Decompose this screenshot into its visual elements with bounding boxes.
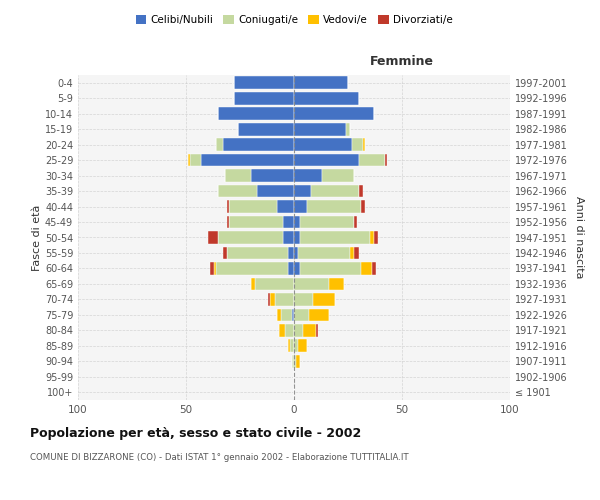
Bar (294, 169, 322, 182)
Bar (279, 324, 286, 336)
Bar (329, 278, 344, 290)
Bar (385, 154, 387, 166)
Y-axis label: Anni di nascita: Anni di nascita (574, 196, 584, 279)
Bar (352, 138, 363, 151)
Bar (361, 262, 372, 275)
Bar (346, 123, 350, 136)
Bar (283, 216, 294, 228)
Bar (290, 340, 294, 352)
Bar (350, 246, 355, 260)
Bar (294, 200, 307, 213)
Bar (229, 200, 277, 213)
Bar (223, 138, 294, 151)
Bar (294, 340, 298, 352)
Bar (301, 231, 370, 244)
Bar (257, 184, 294, 198)
Bar (294, 231, 301, 244)
Bar (372, 262, 376, 275)
Bar (287, 246, 294, 260)
Bar (370, 231, 374, 244)
Bar (294, 246, 298, 260)
Bar (255, 278, 294, 290)
Bar (298, 246, 350, 260)
Bar (298, 340, 307, 352)
Bar (294, 278, 329, 290)
Bar (301, 262, 361, 275)
Bar (201, 154, 294, 166)
Bar (281, 308, 292, 321)
Bar (316, 324, 318, 336)
Text: COMUNE DI BIZZARONE (CO) - Dati ISTAT 1° gennaio 2002 - Elaborazione TUTTITALIA.: COMUNE DI BIZZARONE (CO) - Dati ISTAT 1°… (30, 452, 409, 462)
Bar (233, 76, 294, 89)
Bar (292, 308, 294, 321)
Bar (374, 231, 378, 244)
Bar (296, 355, 301, 368)
Bar (294, 123, 346, 136)
Bar (355, 246, 359, 260)
Bar (294, 76, 348, 89)
Bar (208, 231, 218, 244)
Bar (188, 154, 190, 166)
Bar (225, 169, 251, 182)
Bar (313, 293, 335, 306)
Bar (233, 92, 294, 104)
Bar (302, 324, 316, 336)
Bar (292, 355, 294, 368)
Bar (311, 184, 359, 198)
Y-axis label: Fasce di età: Fasce di età (32, 204, 42, 270)
Bar (210, 262, 214, 275)
Bar (283, 231, 294, 244)
Bar (216, 262, 287, 275)
Legend: Celibi/Nubili, Coniugati/e, Vedovi/e, Divorziati/e: Celibi/Nubili, Coniugati/e, Vedovi/e, Di… (136, 15, 452, 25)
Bar (218, 184, 257, 198)
Bar (218, 231, 283, 244)
Bar (294, 216, 301, 228)
Bar (277, 200, 294, 213)
Bar (294, 293, 313, 306)
Bar (294, 108, 374, 120)
Bar (307, 200, 361, 213)
Bar (287, 262, 294, 275)
Bar (355, 216, 356, 228)
Bar (214, 262, 216, 275)
Bar (294, 92, 359, 104)
Bar (294, 324, 302, 336)
Bar (309, 308, 329, 321)
Bar (229, 216, 283, 228)
Bar (190, 154, 201, 166)
Bar (301, 216, 355, 228)
Bar (294, 308, 309, 321)
Bar (227, 216, 229, 228)
Bar (251, 169, 294, 182)
Bar (268, 293, 270, 306)
Bar (227, 246, 287, 260)
Bar (361, 200, 365, 213)
Bar (287, 340, 290, 352)
Bar (277, 308, 281, 321)
Bar (294, 262, 301, 275)
Bar (218, 108, 294, 120)
Bar (275, 293, 294, 306)
Bar (359, 184, 363, 198)
Bar (238, 123, 294, 136)
Bar (322, 169, 355, 182)
Text: Femmine: Femmine (370, 56, 434, 68)
Bar (286, 324, 294, 336)
Bar (294, 138, 352, 151)
Bar (227, 200, 229, 213)
Bar (216, 138, 223, 151)
Text: Popolazione per età, sesso e stato civile - 2002: Popolazione per età, sesso e stato civil… (30, 428, 361, 440)
Bar (294, 184, 311, 198)
Bar (359, 154, 385, 166)
Bar (270, 293, 275, 306)
Bar (363, 138, 365, 151)
Bar (223, 246, 227, 260)
Bar (251, 278, 255, 290)
Bar (294, 355, 296, 368)
Bar (294, 154, 359, 166)
